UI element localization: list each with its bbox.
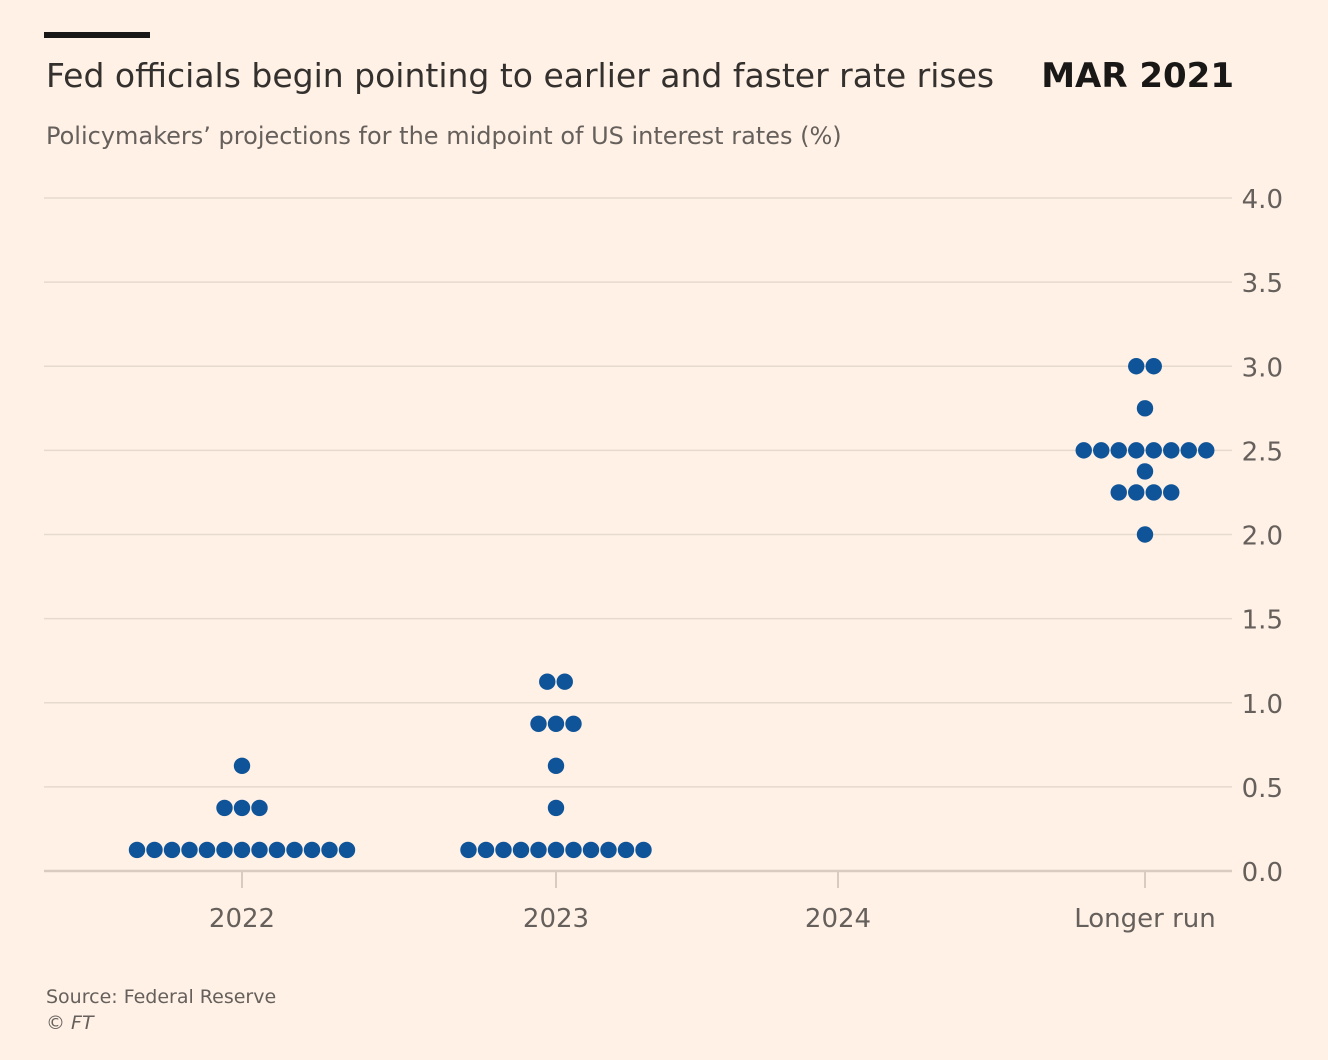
projection-dot — [216, 799, 233, 817]
projection-dot — [460, 841, 477, 859]
projection-dot — [1136, 463, 1154, 480]
y-tick-label: 3.0 — [1242, 353, 1283, 383]
projection-dot — [1128, 442, 1145, 459]
projection-dot — [547, 799, 565, 817]
gridlines — [44, 197, 1232, 788]
projection-dot — [547, 841, 565, 859]
projection-dot — [1163, 442, 1180, 459]
y-tick-label: 2.0 — [1242, 522, 1283, 552]
projection-dot — [1136, 400, 1154, 417]
projection-dot — [565, 841, 582, 859]
projection-dot — [1180, 442, 1197, 459]
projection-dot — [495, 841, 512, 859]
projection-dot — [251, 799, 268, 817]
y-tick-label: 1.0 — [1242, 690, 1283, 720]
projection-dot — [1145, 484, 1162, 501]
projection-dot — [617, 841, 635, 859]
y-tick-label: 0.5 — [1242, 774, 1283, 804]
x-axis — [44, 869, 1232, 888]
projection-dot — [1128, 358, 1145, 375]
date-label: MAR 2021 — [1041, 56, 1234, 96]
projection-dot — [128, 841, 146, 859]
x-tick-label: 2023 — [523, 904, 589, 934]
chart-title: Fed officials begin pointing to earlier … — [46, 56, 995, 95]
source-note: Source: Federal Reserve — [46, 986, 277, 1008]
projection-dot — [477, 841, 495, 859]
header-rule — [44, 32, 150, 38]
projection-dot — [1136, 526, 1154, 543]
projection-dot — [233, 757, 251, 775]
projection-dot — [251, 841, 268, 859]
projection-dot — [1128, 484, 1145, 501]
x-tick-label: Longer run — [1074, 904, 1216, 934]
chart-subtitle: Policymakers’ projections for the midpoi… — [46, 122, 842, 150]
projection-dot — [321, 841, 338, 859]
projection-dot — [146, 841, 163, 859]
projection-dot — [539, 673, 556, 690]
projection-dot — [303, 841, 321, 859]
projection-dot — [512, 841, 530, 859]
projection-dot — [565, 715, 582, 732]
y-tick-label: 1.5 — [1242, 606, 1283, 636]
projection-dot — [233, 799, 251, 817]
projection-dots — [128, 358, 1215, 859]
projection-dot — [1163, 484, 1180, 501]
x-axis-labels: 2022 2023 2024 Longer run — [209, 904, 1216, 934]
projection-dot — [1110, 442, 1127, 459]
projection-dot — [286, 841, 303, 859]
projection-dot — [1145, 442, 1162, 459]
projection-dot — [1075, 442, 1092, 459]
projection-dot — [1110, 484, 1127, 501]
projection-dot — [181, 841, 198, 859]
ft-credit: © FT — [46, 1012, 94, 1034]
projection-dot — [635, 841, 652, 859]
x-tick-label: 2024 — [805, 904, 871, 934]
y-tick-label: 2.5 — [1242, 437, 1283, 467]
projection-dot — [556, 673, 573, 690]
projection-dot — [530, 715, 547, 732]
y-tick-label: 0.0 — [1242, 858, 1283, 888]
projection-dot — [1093, 442, 1110, 459]
projection-dot — [600, 841, 617, 859]
projection-dot — [338, 841, 356, 859]
y-axis: 0.0 0.5 1.0 1.5 2.0 2.5 3.0 3.5 4.0 — [1242, 185, 1283, 888]
projection-dot — [198, 841, 216, 859]
projection-dot — [163, 841, 181, 859]
projection-dot — [1145, 358, 1162, 375]
y-tick-label: 3.5 — [1242, 269, 1283, 299]
projection-dot — [233, 841, 251, 859]
projection-dot — [216, 841, 233, 859]
x-tick-label: 2022 — [209, 904, 275, 934]
projection-dot — [1198, 442, 1215, 459]
projection-dot — [547, 715, 565, 732]
projection-dot — [530, 841, 547, 859]
projection-dot — [582, 841, 600, 859]
y-tick-label: 4.0 — [1242, 185, 1283, 215]
projection-dot — [268, 841, 286, 859]
projection-dot — [547, 757, 565, 775]
